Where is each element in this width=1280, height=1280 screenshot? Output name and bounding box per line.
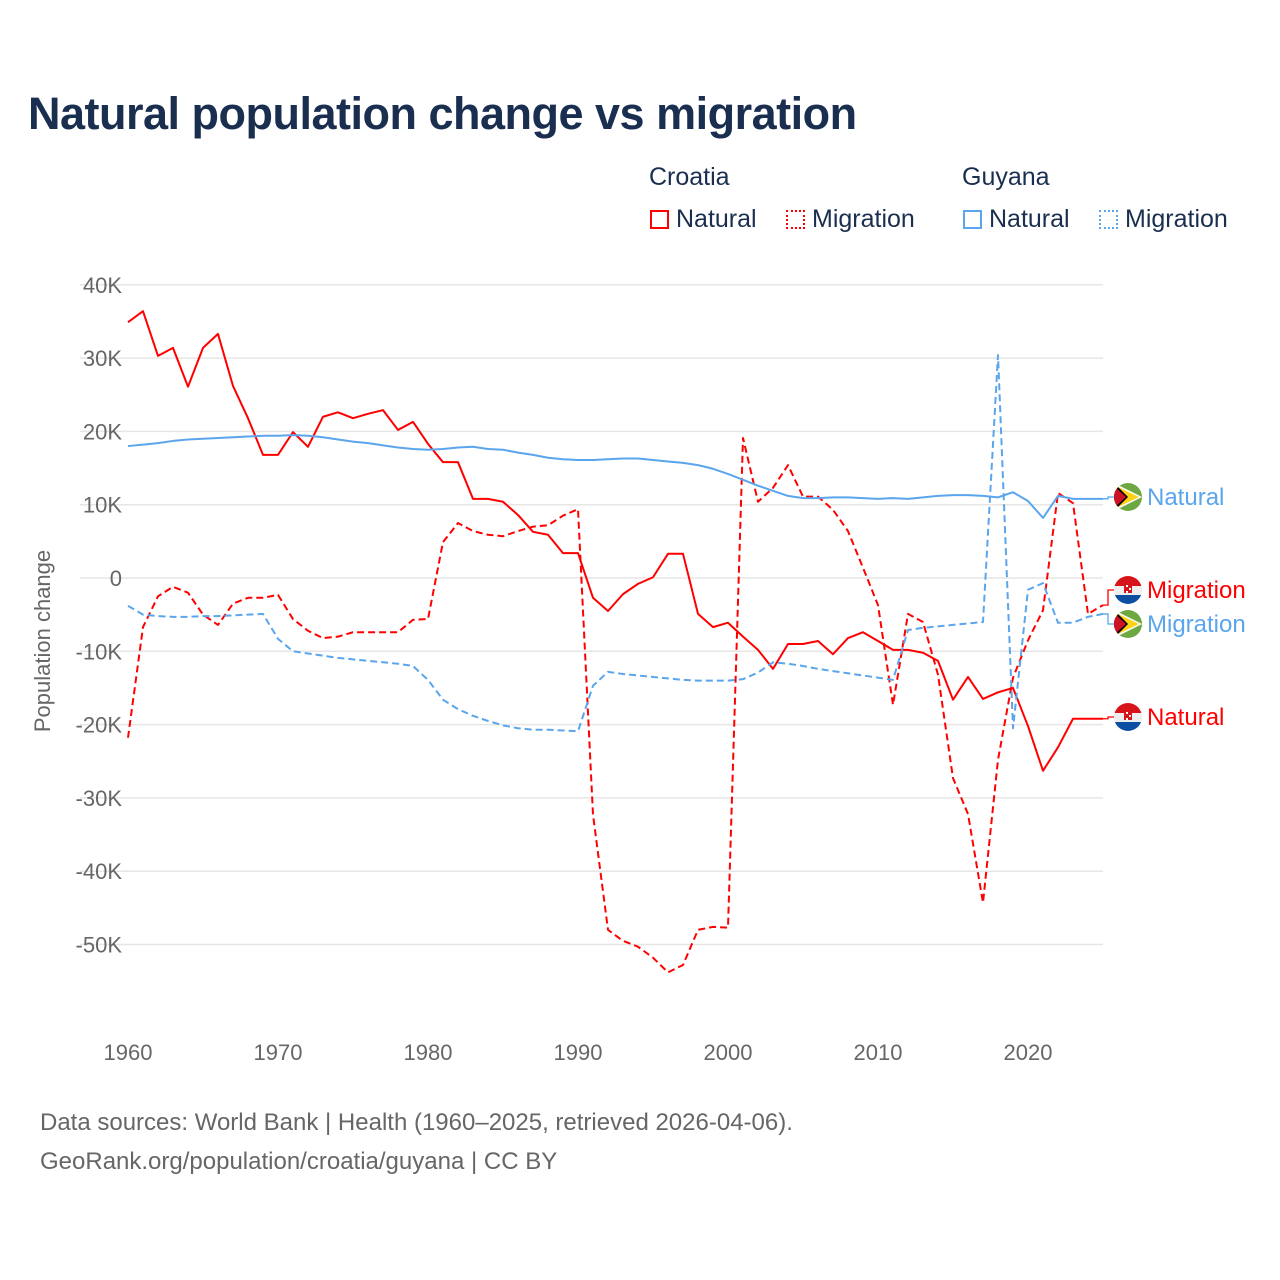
legend-label: Natural — [989, 205, 1070, 233]
legend-croatia-migration[interactable]: Migration — [786, 205, 915, 234]
end-label-connector — [1103, 613, 1114, 625]
y-tick-label: -50K — [76, 933, 123, 958]
guyana-flag-icon — [1114, 483, 1142, 511]
x-tick-label: 1980 — [404, 1040, 453, 1065]
croatia-flag-icon — [1114, 576, 1142, 604]
x-tick-label: 2020 — [1004, 1040, 1053, 1065]
legend-label: Natural — [676, 205, 757, 233]
end-label-croatia-migration: Migration — [1147, 577, 1246, 604]
y-tick-label: -20K — [76, 713, 123, 738]
y-tick-label: -10K — [76, 639, 123, 664]
series-line-croatia-natural — [127, 310, 1103, 772]
y-tick-label: 30K — [83, 346, 122, 371]
legend-label: Migration — [1125, 205, 1228, 233]
x-tick-label: 1960 — [104, 1040, 153, 1065]
series-line-guyana-natural — [127, 434, 1103, 519]
legend-swatch-dotted — [1099, 210, 1118, 229]
x-tick-label: 2000 — [704, 1040, 753, 1065]
y-tick-label: 40K — [83, 273, 122, 298]
y-tick-label: -40K — [76, 859, 123, 884]
legend-swatch-dotted — [786, 210, 805, 229]
y-tick-label: -30K — [76, 786, 123, 811]
end-label-connector — [1103, 496, 1114, 500]
legend-swatch-solid — [963, 210, 982, 229]
legend-guyana-natural[interactable]: Natural — [963, 205, 1070, 234]
end-label-connector — [1103, 589, 1114, 606]
x-tick-label: 1970 — [254, 1040, 303, 1065]
croatia-flag-icon — [1114, 703, 1142, 731]
end-label-connector — [1103, 716, 1114, 720]
y-tick-label: 10K — [83, 493, 122, 518]
guyana-flag-icon — [1114, 610, 1142, 638]
footer-sources: Data sources: World Bank | Health (1960–… — [40, 1109, 793, 1136]
series-line-guyana-migration — [127, 354, 1104, 733]
y-tick-label: 20K — [83, 419, 122, 444]
y-axis-label: Population change — [30, 550, 55, 732]
legend-guyana-migration[interactable]: Migration — [1099, 205, 1228, 234]
end-label-croatia-natural: Natural — [1147, 704, 1224, 731]
legend-label: Migration — [812, 205, 915, 233]
x-tick-label: 2010 — [854, 1040, 903, 1065]
chart-title: Natural population change vs migration — [28, 88, 857, 139]
footer-link[interactable]: GeoRank.org/population/croatia/guyana | … — [40, 1148, 558, 1175]
x-tick-label: 1990 — [554, 1040, 603, 1065]
series-line-croatia-migration — [127, 436, 1104, 974]
end-label-guyana-natural: Natural — [1147, 484, 1224, 511]
legend-swatch-solid — [650, 210, 669, 229]
end-label-guyana-migration: Migration — [1147, 611, 1246, 638]
legend-group-guyana: Guyana — [962, 163, 1050, 191]
legend-croatia-natural[interactable]: Natural — [650, 205, 757, 234]
legend-group-croatia: Croatia — [649, 163, 730, 191]
y-tick-label: 0 — [110, 566, 122, 591]
